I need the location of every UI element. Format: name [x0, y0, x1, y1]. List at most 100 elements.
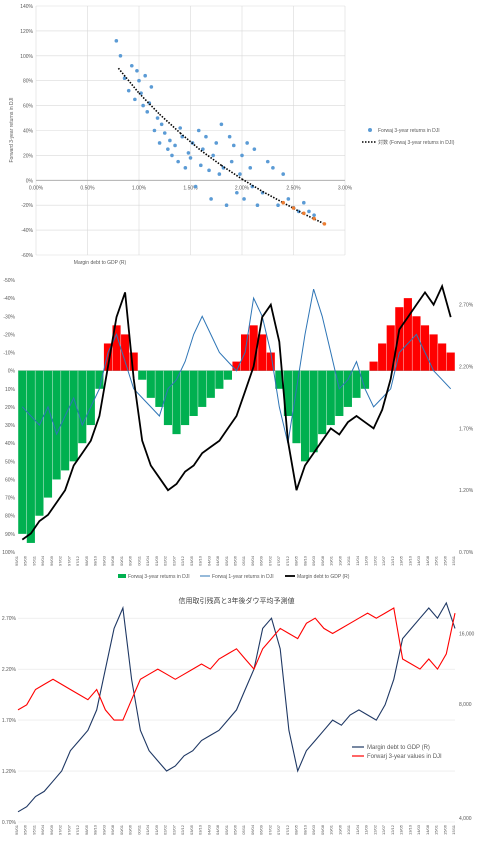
right-tick-label: 0.70% [459, 550, 474, 556]
margin-debt-line [17, 601, 456, 813]
x-tick-label: 95/06 [23, 555, 28, 566]
legend-label-margin: Margin debt to GDP (R) [297, 574, 350, 580]
scatter-point [265, 159, 270, 164]
y-axis-label: Forward 3-year returns in DJI [9, 97, 15, 162]
scatter-point [178, 126, 182, 130]
scatter-point [168, 138, 172, 143]
legend-marker-points [368, 128, 372, 132]
scatter-point [209, 197, 213, 201]
x-tick-label: 03/10 [198, 555, 203, 566]
legend-label-one-year: Forwaj 1-year returns in DJI [212, 574, 274, 580]
x-tick-label: 04/03 [206, 555, 211, 566]
return-bar [266, 352, 275, 371]
scatter-point [149, 85, 154, 89]
x-tick-label: 96/04 [40, 555, 45, 566]
x-tick-label: 12/07 [381, 555, 386, 566]
return-bar [395, 307, 404, 371]
return-bar [300, 370, 310, 462]
scatter-point [143, 73, 147, 78]
return-bar [335, 370, 344, 416]
return-bar [206, 370, 215, 398]
return-bar [275, 370, 284, 389]
x-tick-label: 09/08 [320, 555, 325, 566]
left-tick-label: 10% [5, 387, 16, 393]
x-tick-label: 98/10 [93, 824, 98, 835]
x-tick-label: 10/06 [337, 555, 342, 566]
y-tick-label: -20% [21, 203, 33, 209]
return-bar [232, 361, 241, 371]
return-bar [163, 370, 173, 426]
legend-label-points: Forwaj 3-year returns in DJI [378, 128, 440, 134]
x-tick-label: 05/06 [233, 824, 238, 835]
scatter-point [214, 141, 219, 145]
x-tick-label: 0.50% [80, 185, 95, 191]
left-tick-label: 1.70% [2, 718, 17, 724]
scatter-panel: 140% 120% 100% 80% 60% 40% 20% 0% -20% -40% -60% 0.… [0, 0, 480, 268]
x-tick-label: 12/12 [390, 824, 395, 835]
x-tick-label: 08/10 [302, 555, 307, 566]
return-bar [438, 343, 447, 371]
y-tick-label: 60% [23, 104, 34, 110]
scatter-point [302, 200, 306, 205]
right-tick-label: 16,000 [459, 631, 475, 637]
x-tick-label: 02/07 [171, 824, 176, 835]
x-tick-label: 99/03 [101, 555, 106, 566]
y-tick-label: -40% [21, 228, 33, 234]
x-tick-label: 03/05 [189, 555, 194, 566]
x-tick-label: 97/02 [58, 555, 63, 566]
x-tick-label: 03/10 [198, 824, 203, 835]
scatter-point [307, 209, 311, 214]
scatter-point [118, 54, 123, 58]
x-tick-label: 15/06 [442, 824, 447, 835]
x-tick-label: 13/10 [407, 555, 412, 566]
left-tick-label: 2.20% [2, 667, 17, 673]
x-tick-label: 15/11 [451, 824, 456, 834]
return-bar [86, 370, 95, 426]
scatter-chart: 140% 120% 100% 80% 60% 40% 20% 0% -20% -40% -60% 0.… [9, 4, 455, 266]
left-tick-label: -10% [3, 351, 15, 357]
return-bar [181, 370, 190, 426]
x-tick-label: 11/04 [355, 824, 360, 834]
return-bar [223, 370, 233, 380]
scatter-point [170, 153, 174, 158]
return-bar [352, 370, 361, 398]
return-bar [129, 352, 138, 371]
return-bar [283, 370, 292, 416]
scatter-point [224, 203, 229, 207]
x-tick-label: 2.50% [286, 185, 301, 191]
right-tick-label: 1.20% [459, 488, 474, 494]
recent-point [291, 206, 296, 210]
scatter-point [176, 159, 180, 164]
scatter-point [204, 134, 208, 139]
right-tick-label: 2.20% [459, 365, 474, 371]
trendline-segment [220, 164, 243, 180]
scatter-point [211, 153, 215, 158]
x-tick-label: 04/03 [206, 824, 211, 835]
x-tick-label: 1.00% [132, 185, 147, 191]
scatter-point [129, 63, 134, 68]
x-tick-label: 09/03 [311, 555, 316, 566]
forward-value-line [17, 607, 456, 721]
scatter-point [207, 168, 211, 173]
x-tick-label: 13/05 [399, 555, 404, 566]
scatter-point [193, 184, 198, 189]
x-tick-label: 08/05 [294, 555, 299, 566]
y-tick-label: -60% [21, 253, 33, 259]
right-tick-label: 8,000 [459, 702, 472, 708]
left-tick-label: 50% [5, 459, 16, 465]
x-tick-label: 10/11 [346, 555, 351, 565]
x-tick-label: 96/09 [49, 824, 54, 835]
return-bar [95, 370, 104, 389]
scatter-point [227, 134, 232, 139]
x-tick-label: 14/03 [416, 555, 421, 566]
return-bar [429, 334, 438, 371]
scatter-point [137, 78, 141, 83]
x-tick-label: 03/05 [189, 824, 194, 835]
trendline-segment [262, 190, 284, 204]
left-tick-label: 70% [5, 496, 16, 502]
scatter-point [114, 39, 119, 43]
x-tick-label: 06/09 [259, 555, 264, 566]
scatter-point [183, 166, 188, 170]
x-tick-label: 98/05 [84, 824, 89, 835]
scatter-point [248, 166, 253, 170]
